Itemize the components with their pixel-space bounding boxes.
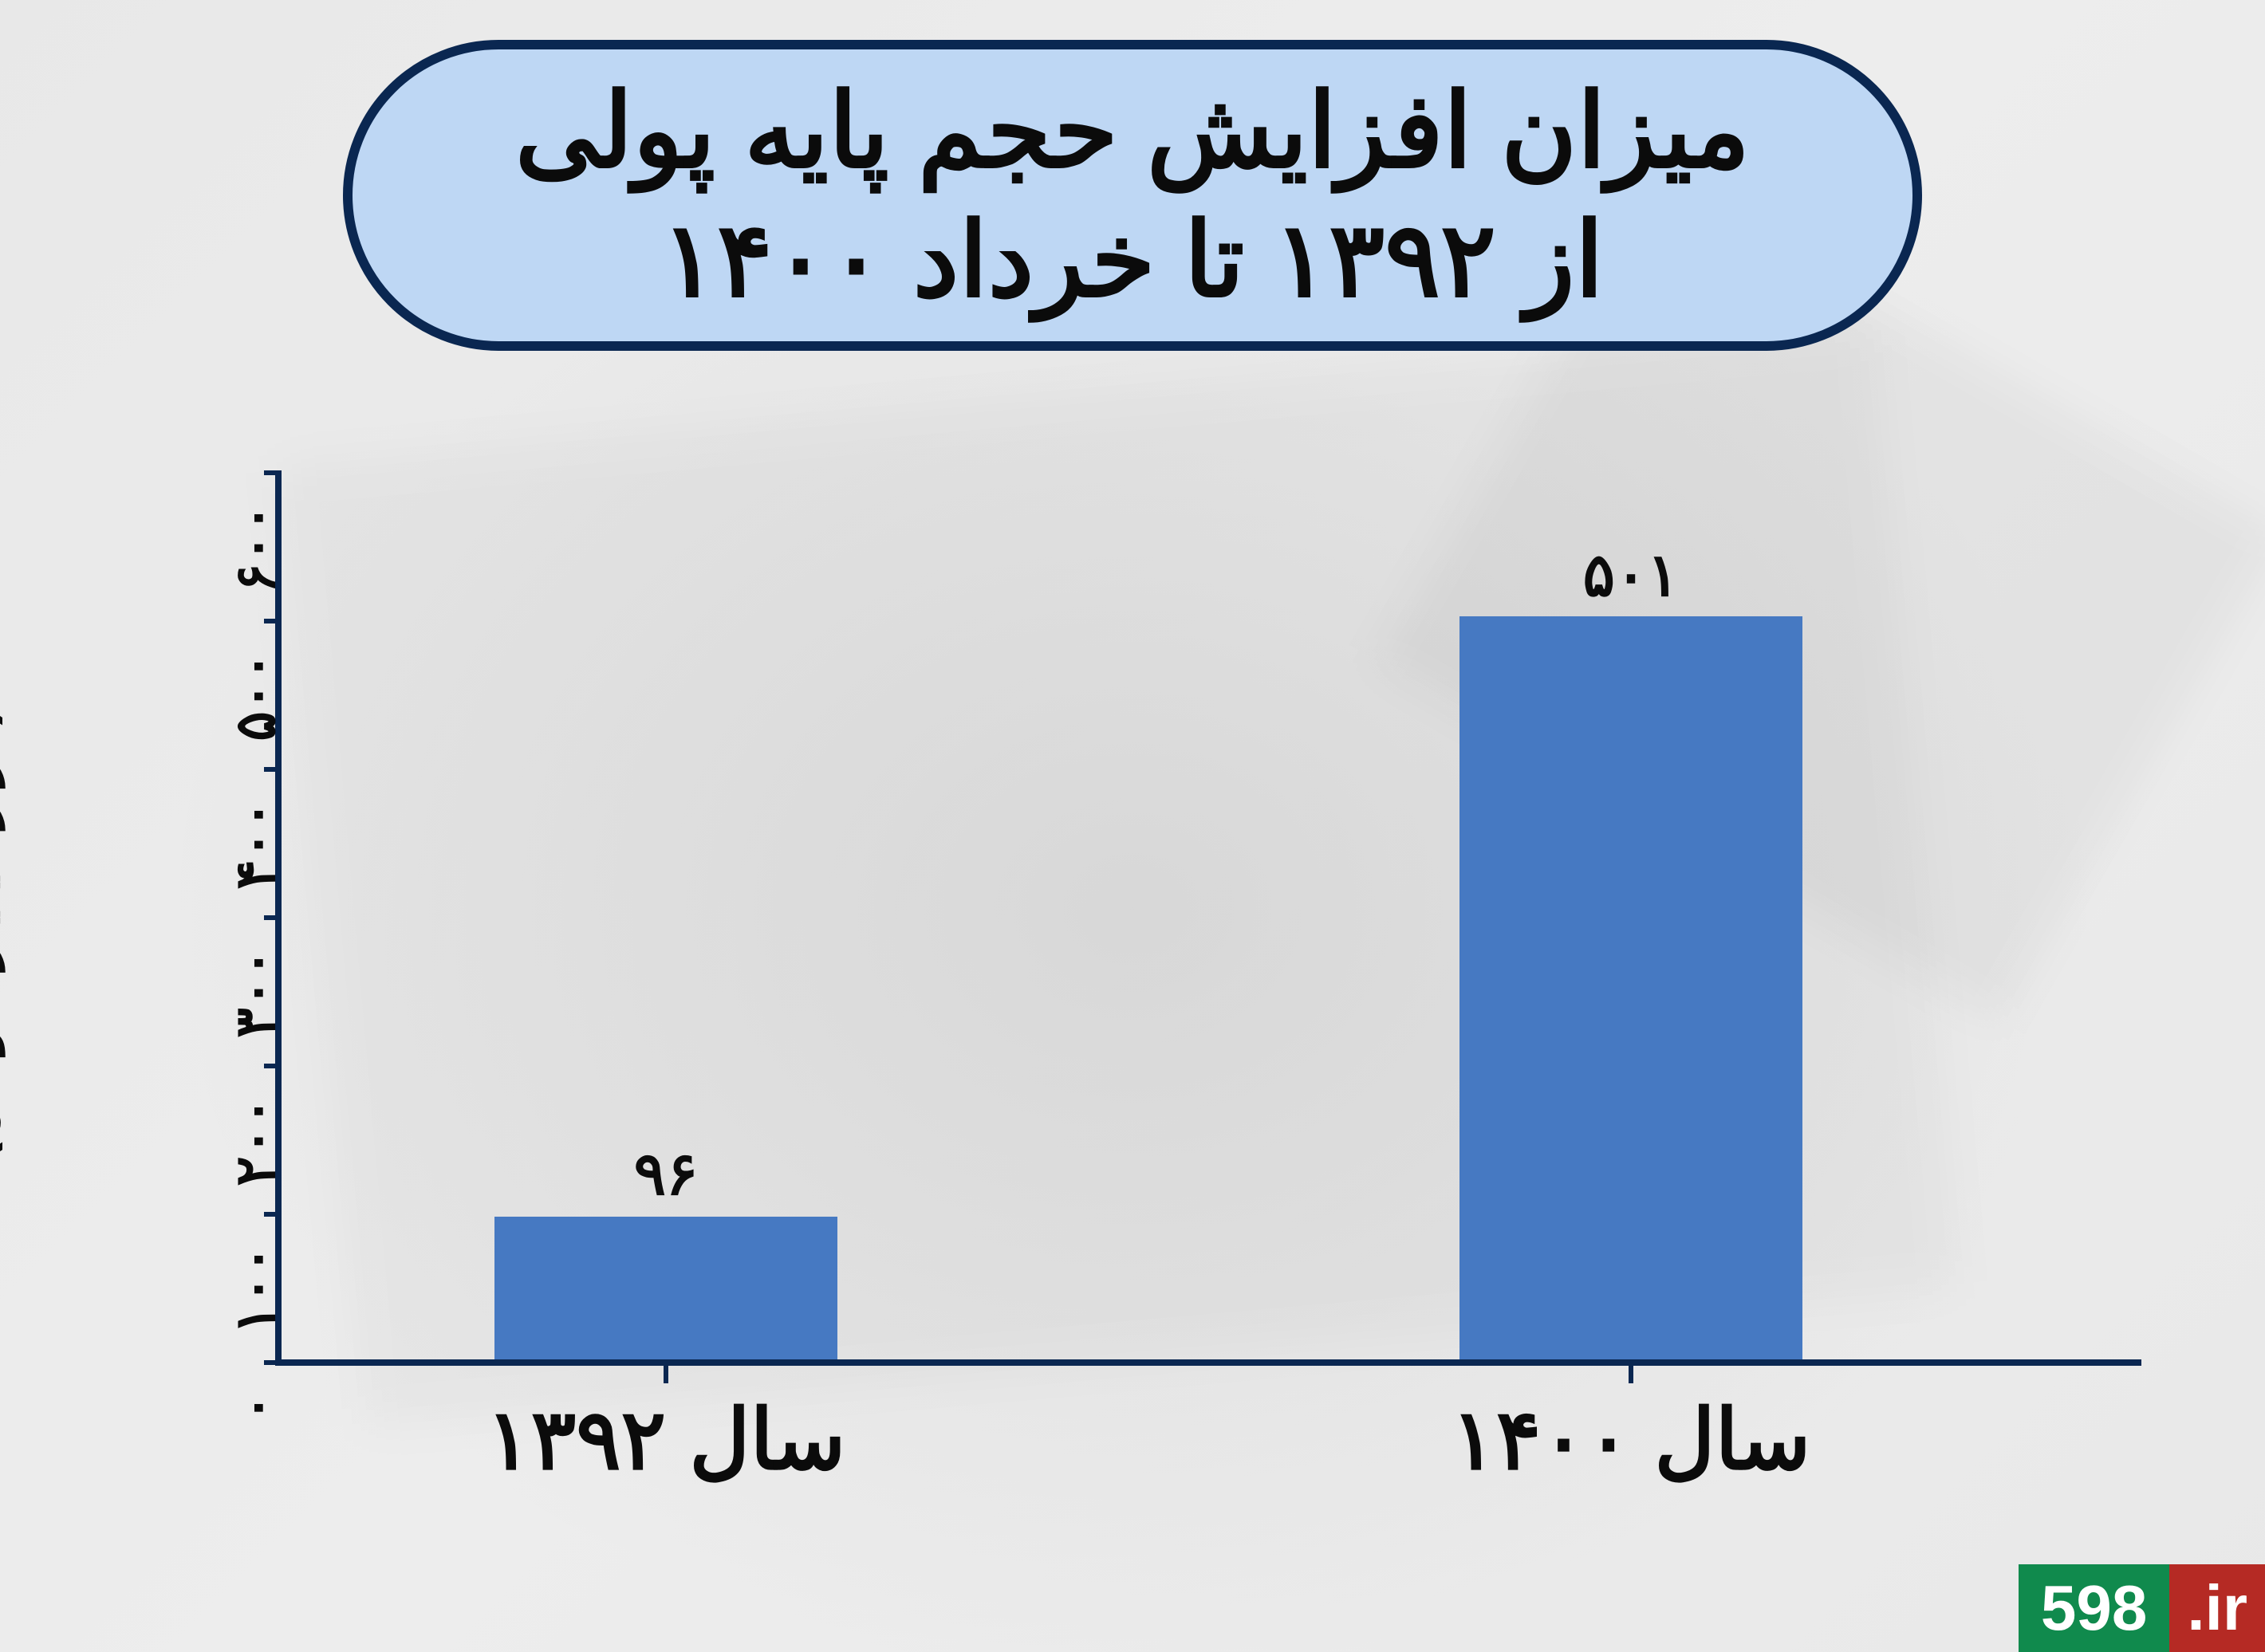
y-tick-label: ۲۰۰ bbox=[223, 1096, 288, 1208]
main-container: میزان افزایش حجم پایه پولی از ۱۳۹۲ تا خر… bbox=[0, 0, 2265, 1652]
y-tick-label: ۳۰۰ bbox=[223, 948, 288, 1060]
x-tick bbox=[1629, 1366, 1633, 1383]
bar-label-1400: ۵۰۱ bbox=[1459, 540, 1802, 610]
x-category-1400: سال ۱۴۰۰ bbox=[1380, 1391, 1882, 1489]
y-tick bbox=[264, 1064, 282, 1068]
title-line2: از ۱۳۹۲ تا خرداد ۱۴۰۰ bbox=[661, 202, 1604, 318]
logo-number: 598 bbox=[2019, 1564, 2169, 1652]
y-axis-title: (هزار میلیارد تومان) bbox=[0, 706, 5, 1160]
x-category-1392: سال ۱۳۹۲ bbox=[415, 1391, 917, 1489]
y-tick-label: ۴۰۰ bbox=[223, 800, 288, 911]
y-tick bbox=[264, 767, 282, 772]
y-tick bbox=[264, 1212, 282, 1217]
chart-area: ۶۰۰ ۵۰۰ ۴۰۰ ۳۰۰ ۲۰۰ ۱۰۰ ۰ (هزار میلیارد … bbox=[152, 439, 2161, 1515]
y-tick bbox=[264, 915, 282, 920]
y-tick bbox=[264, 619, 282, 623]
bar-1392 bbox=[494, 1217, 837, 1359]
x-axis bbox=[275, 1359, 2141, 1366]
source-logo: 598 .ir bbox=[2019, 1564, 2265, 1652]
chart-title-box: میزان افزایش حجم پایه پولی از ۱۳۹۲ تا خر… bbox=[343, 40, 1922, 351]
chart-title: میزان افزایش حجم پایه پولی از ۱۳۹۲ تا خر… bbox=[515, 66, 1750, 325]
y-tick-label: ۱۰۰ bbox=[223, 1245, 288, 1356]
logo-suffix: .ir bbox=[2169, 1564, 2265, 1652]
x-tick bbox=[664, 1366, 668, 1383]
y-tick-label: ۰ bbox=[223, 1393, 288, 1504]
title-line1: میزان افزایش حجم پایه پولی bbox=[515, 73, 1750, 189]
y-tick bbox=[264, 470, 282, 475]
bar-label-1392: ۹۶ bbox=[494, 1139, 837, 1209]
y-tick-label: ۶۰۰ bbox=[223, 503, 288, 615]
bar-1400 bbox=[1459, 616, 1802, 1359]
y-tick-label: ۵۰۰ bbox=[223, 651, 288, 763]
